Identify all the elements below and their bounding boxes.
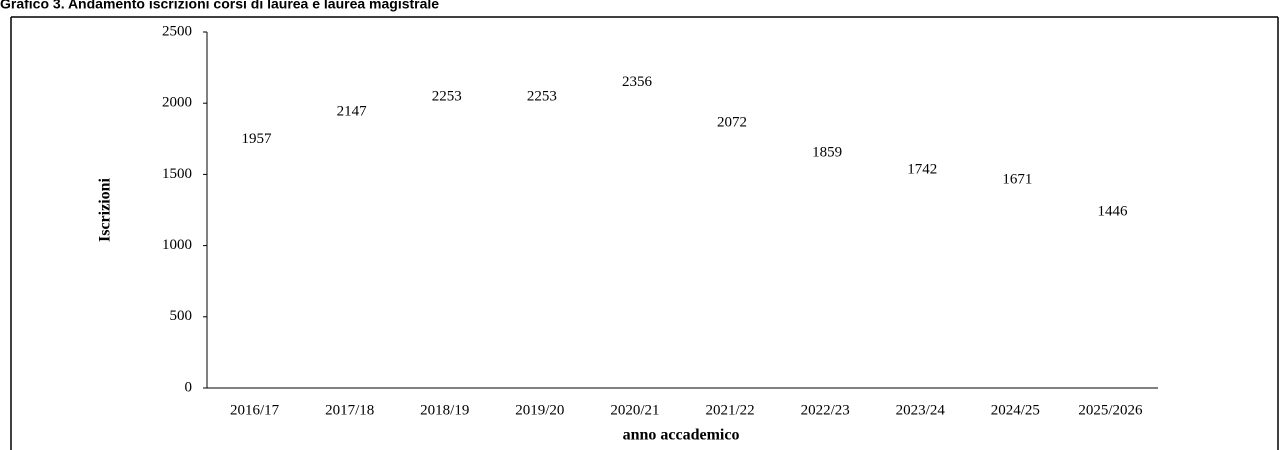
data-label: 2253 bbox=[432, 89, 462, 105]
y-tick-label: 500 bbox=[170, 308, 193, 324]
y-axis-title: Iscrizioni bbox=[97, 177, 114, 242]
line bbox=[254, 51, 1111, 184]
x-tick-label: 2022/23 bbox=[801, 402, 850, 418]
x-tick-label: 2020/21 bbox=[610, 402, 659, 418]
data-label: 1446 bbox=[1097, 204, 1128, 220]
data-label: 2147 bbox=[337, 104, 368, 120]
y-tick-label: 1000 bbox=[162, 237, 192, 253]
y-tick-label: 2000 bbox=[162, 95, 192, 111]
data-label: 2253 bbox=[527, 89, 557, 105]
data-label: 2072 bbox=[717, 114, 747, 130]
x-tick-label: 2021/22 bbox=[705, 402, 754, 418]
chart-title: Grafico 3. Andamento iscrizioni corsi di… bbox=[0, 0, 439, 12]
x-tick-label: 2024/25 bbox=[991, 402, 1040, 418]
data-label: 1671 bbox=[1002, 171, 1032, 187]
x-tick-label: 2025/2026 bbox=[1078, 402, 1143, 418]
y-tick-label: 2500 bbox=[162, 23, 192, 39]
x-tick-label: 2018/19 bbox=[420, 402, 469, 418]
data-label: 1859 bbox=[812, 145, 842, 161]
data-label: 1957 bbox=[242, 131, 273, 147]
x-tick-label: 2016/17 bbox=[230, 402, 280, 418]
x-tick-label: 2023/24 bbox=[896, 402, 946, 418]
data-label: 1742 bbox=[907, 161, 937, 177]
x-tick-label: 2019/20 bbox=[515, 402, 564, 418]
x-tick-label: 2017/18 bbox=[325, 402, 374, 418]
y-tick-label: 0 bbox=[185, 379, 193, 395]
y-tick-label: 1500 bbox=[162, 166, 192, 182]
x-axis-title: anno accademico bbox=[623, 427, 740, 444]
data-label: 2356 bbox=[622, 74, 653, 90]
